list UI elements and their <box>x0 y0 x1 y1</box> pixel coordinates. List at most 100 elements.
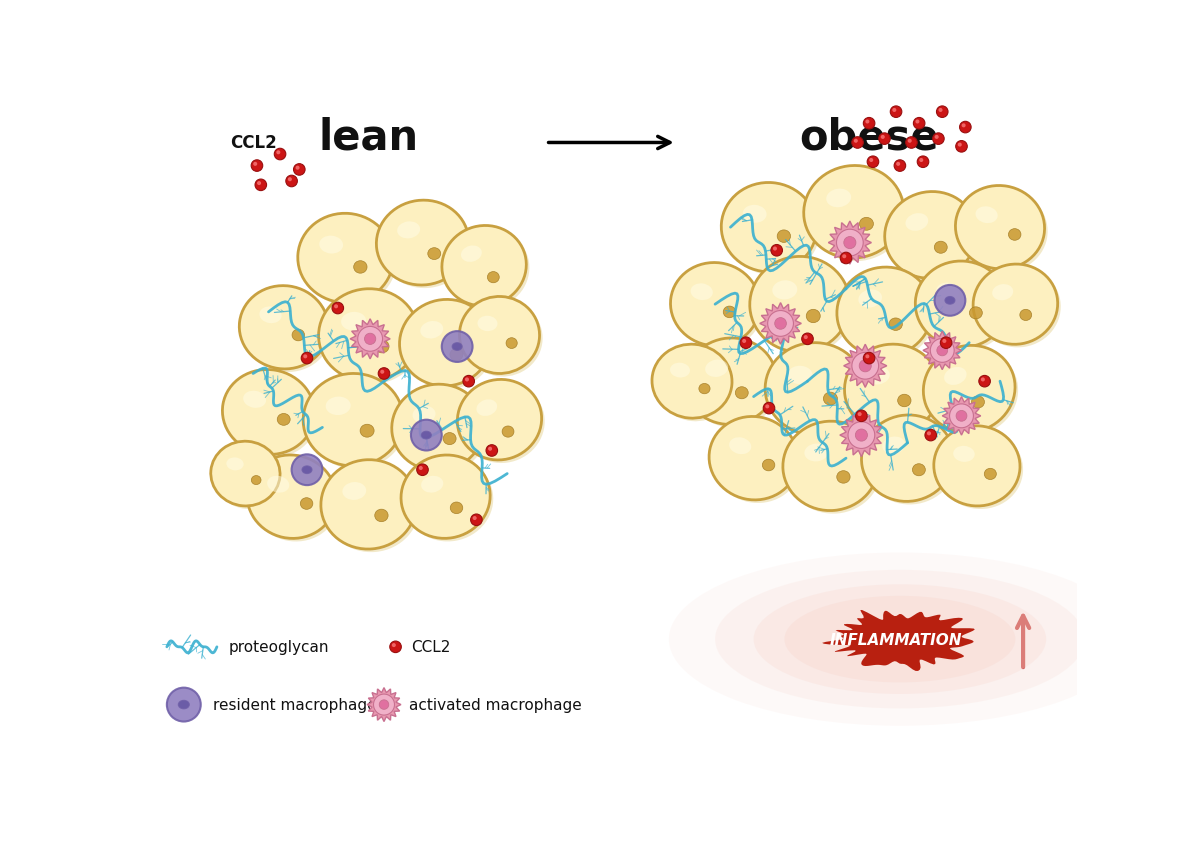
Circle shape <box>276 151 281 155</box>
Text: proteoglycan: proteoglycan <box>228 640 329 654</box>
Ellipse shape <box>1008 229 1021 241</box>
Ellipse shape <box>898 395 911 407</box>
Ellipse shape <box>906 214 929 232</box>
Ellipse shape <box>785 596 1015 683</box>
Circle shape <box>167 688 200 722</box>
Ellipse shape <box>403 303 494 389</box>
Circle shape <box>419 467 422 470</box>
Ellipse shape <box>806 310 821 323</box>
Circle shape <box>770 245 782 257</box>
Circle shape <box>844 238 856 250</box>
Ellipse shape <box>250 459 340 542</box>
Ellipse shape <box>360 424 374 437</box>
Ellipse shape <box>391 385 484 471</box>
Ellipse shape <box>400 300 492 387</box>
Ellipse shape <box>452 344 462 351</box>
Ellipse shape <box>460 297 540 374</box>
Ellipse shape <box>478 316 498 331</box>
Ellipse shape <box>937 430 1024 510</box>
Ellipse shape <box>859 218 874 231</box>
Ellipse shape <box>377 201 469 286</box>
Circle shape <box>848 422 875 449</box>
Ellipse shape <box>670 363 690 378</box>
Ellipse shape <box>743 206 767 224</box>
Ellipse shape <box>342 482 366 500</box>
Ellipse shape <box>804 166 904 259</box>
Ellipse shape <box>916 262 1008 348</box>
Ellipse shape <box>397 222 420 239</box>
Ellipse shape <box>827 189 851 208</box>
Circle shape <box>379 700 389 709</box>
Circle shape <box>464 378 469 382</box>
Circle shape <box>960 122 971 133</box>
Circle shape <box>938 108 942 113</box>
Circle shape <box>286 176 298 188</box>
Ellipse shape <box>787 366 812 385</box>
Ellipse shape <box>457 380 541 461</box>
Circle shape <box>913 118 925 130</box>
Ellipse shape <box>242 289 331 373</box>
Ellipse shape <box>955 186 1044 269</box>
Circle shape <box>391 643 396 647</box>
Ellipse shape <box>319 237 343 254</box>
Polygon shape <box>760 303 802 344</box>
Ellipse shape <box>752 260 853 356</box>
Ellipse shape <box>725 186 820 276</box>
Ellipse shape <box>427 248 440 260</box>
Circle shape <box>956 411 967 422</box>
Circle shape <box>390 641 401 653</box>
Circle shape <box>868 157 878 168</box>
Text: resident macrophage: resident macrophage <box>214 697 377 712</box>
Ellipse shape <box>782 422 878 511</box>
Ellipse shape <box>379 204 472 288</box>
Circle shape <box>949 405 973 428</box>
Text: CCL2: CCL2 <box>410 640 450 654</box>
Ellipse shape <box>420 322 443 339</box>
Ellipse shape <box>709 417 798 500</box>
Ellipse shape <box>973 265 1057 345</box>
Ellipse shape <box>251 476 262 485</box>
Circle shape <box>979 376 990 387</box>
Circle shape <box>275 149 286 161</box>
Ellipse shape <box>715 570 1085 709</box>
Ellipse shape <box>298 214 394 303</box>
Ellipse shape <box>671 263 760 346</box>
Circle shape <box>856 430 868 442</box>
Ellipse shape <box>923 346 1015 433</box>
Ellipse shape <box>836 268 932 357</box>
Circle shape <box>304 355 307 359</box>
Ellipse shape <box>953 446 974 462</box>
Ellipse shape <box>754 585 1046 694</box>
Circle shape <box>958 144 961 147</box>
Ellipse shape <box>227 458 244 471</box>
Ellipse shape <box>840 271 935 361</box>
Ellipse shape <box>413 406 436 424</box>
Circle shape <box>358 327 383 352</box>
Circle shape <box>930 339 954 362</box>
Polygon shape <box>350 319 390 359</box>
Ellipse shape <box>421 431 431 439</box>
Circle shape <box>253 163 257 167</box>
Polygon shape <box>942 397 980 436</box>
Circle shape <box>955 141 967 153</box>
Ellipse shape <box>476 400 497 417</box>
Ellipse shape <box>179 701 190 709</box>
Polygon shape <box>840 414 883 457</box>
Circle shape <box>416 464 428 476</box>
Ellipse shape <box>972 396 984 408</box>
Ellipse shape <box>1020 310 1032 321</box>
Ellipse shape <box>804 444 828 461</box>
Ellipse shape <box>445 229 529 310</box>
Ellipse shape <box>450 349 463 362</box>
Ellipse shape <box>421 476 443 493</box>
Circle shape <box>925 430 936 442</box>
Polygon shape <box>822 610 974 672</box>
Ellipse shape <box>461 246 482 263</box>
Circle shape <box>935 136 938 139</box>
Ellipse shape <box>806 170 907 262</box>
Ellipse shape <box>320 460 416 549</box>
Circle shape <box>768 311 793 337</box>
Ellipse shape <box>211 442 280 506</box>
Circle shape <box>378 369 390 380</box>
Circle shape <box>301 353 313 364</box>
